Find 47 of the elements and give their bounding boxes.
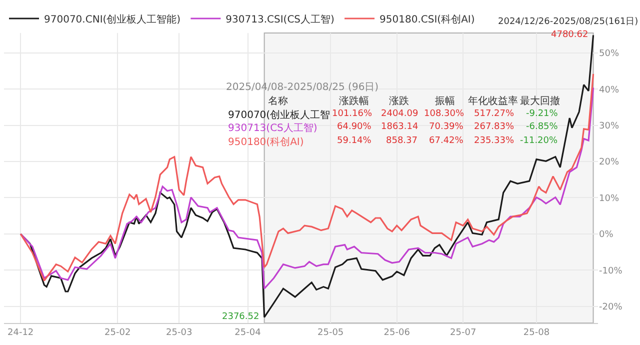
y-tick-label: 0%: [599, 230, 614, 240]
y-tick-label: 50%: [599, 49, 620, 60]
y-tick-label: 30%: [599, 121, 620, 132]
x-tick-label: 25-06: [384, 328, 410, 338]
text: 930713(CS人工智): [228, 123, 318, 134]
text: 267.83%: [474, 122, 514, 132]
x-tick-label: 25-03: [166, 328, 192, 338]
text: 858.37: [386, 136, 418, 146]
x-tick-label: 24-12: [7, 328, 34, 338]
x-tick-label: 25-02: [104, 328, 131, 338]
annotation: 2376.52: [222, 312, 260, 322]
text: 950180(科创AI): [228, 137, 304, 148]
text: 970070(创业板人工智: [228, 110, 330, 121]
text: 108.30%: [424, 109, 464, 119]
text: -11.20%: [520, 136, 558, 146]
text: 2404.09: [381, 109, 418, 119]
category-label: 年化收益率: [468, 95, 518, 107]
category-label: 振幅: [435, 95, 455, 107]
x-tick-label: 25-05: [318, 328, 344, 338]
legend-label: 950180.CSI(科创AI): [380, 13, 475, 26]
text: 235.33%: [474, 136, 514, 146]
text: 2025/04/08-2025/08/25 (96日): [226, 82, 379, 93]
text: 64.90%: [337, 122, 372, 132]
text: -9.21%: [526, 109, 558, 119]
legend-label: 930713.CSI(CS人工智): [226, 13, 335, 26]
x-tick-label: 25-07: [450, 328, 476, 338]
y-tick-label: 10%: [599, 194, 620, 204]
text: 1863.14: [381, 122, 418, 132]
text: -6.85%: [526, 122, 558, 132]
text: 59.14%: [337, 136, 372, 146]
category-label: 名称: [268, 95, 288, 107]
text: 517.27%: [474, 109, 514, 119]
legend-label: 970070.CNI(创业板人工智能): [44, 13, 181, 26]
category-label: 涨跌幅: [339, 95, 369, 107]
text: 67.42%: [429, 136, 464, 146]
y-tick-label: -20%: [599, 302, 623, 312]
category-label: 涨跌: [389, 95, 409, 107]
x-tick-label: 25-04: [234, 328, 262, 338]
text: 70.39%: [429, 122, 464, 132]
y-tick-label: 20%: [599, 158, 620, 168]
y-tick-label: -10%: [599, 266, 623, 276]
y-tick-label: 40%: [599, 85, 620, 96]
annotation: 4780.62: [551, 30, 588, 40]
text: 2024/12/26-2025/08/25(161日): [498, 17, 638, 27]
category-label: 最大回撤: [520, 95, 560, 107]
x-tick-label: 25-08: [523, 328, 550, 338]
text: 101.16%: [332, 109, 372, 119]
